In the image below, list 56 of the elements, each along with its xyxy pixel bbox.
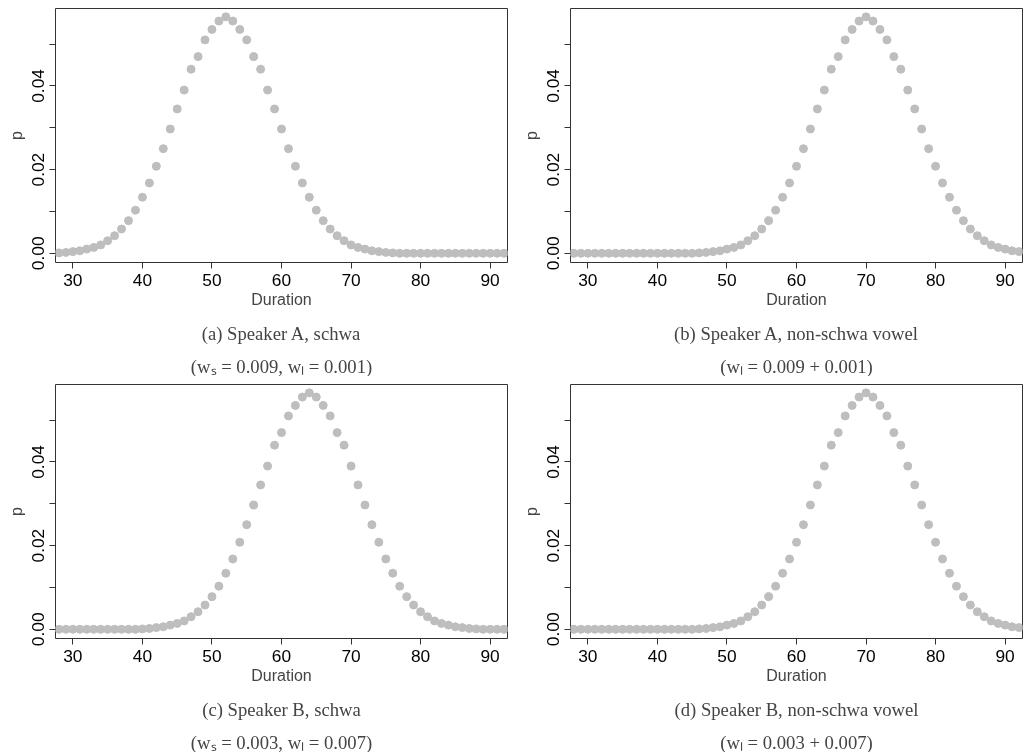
y-tick-label: 0.02 [28,152,49,187]
y-tick-label: 0.04 [28,68,49,103]
y-tick-label: 0.00 [28,236,49,271]
x-axis-title: Duration [766,666,827,684]
text: (wₛ = 0.003, wₗ = 0.007) [190,731,373,752]
x-tick-label: 60 [786,645,807,666]
x-tick-label: 30 [63,645,83,666]
x-tick-label: 30 [63,269,83,290]
x-tick-label: 40 [647,645,668,666]
x-axis-title: Duration [251,290,312,308]
x-tick-label: 70 [856,269,876,290]
y-tick-label: 0.00 [543,612,564,647]
x-tick-label: 70 [341,269,361,290]
x-tick-label: 90 [480,269,500,290]
x-tick-label: 30 [578,645,598,666]
y-tick-label: 0.04 [543,68,564,103]
text: (a) Speaker A, schwa [201,322,361,345]
x-axis-title: Duration [766,290,827,308]
y-axis-title: p [522,130,540,140]
text: (c) Speaker B, schwa [202,698,362,721]
x-axis-title: Duration [251,666,312,684]
x-tick-label: 40 [132,645,153,666]
x-tick-label: 80 [925,645,946,666]
text: (wₗ = 0.003 + 0.007) [720,731,873,752]
y-tick-label: 0.02 [543,528,564,563]
y-tick-label: 0.00 [543,236,564,271]
x-tick-label: 90 [995,645,1015,666]
y-tick-label: 0.04 [543,444,564,479]
x-tick-label: 80 [410,269,431,290]
x-tick-label: 60 [786,269,807,290]
text: (b) Speaker A, non-schwa vowel [673,322,919,345]
text: (wₛ = 0.009, wₗ = 0.001) [190,355,373,378]
text: (d) Speaker B, non-schwa vowel [674,698,919,721]
y-axis-title: p [522,506,540,516]
text: (wₗ = 0.009 + 0.001) [720,355,873,378]
y-tick-label: 0.02 [543,152,564,187]
x-tick-label: 80 [925,269,946,290]
y-tick-label: 0.02 [28,528,49,563]
x-tick-label: 60 [271,645,292,666]
x-tick-label: 70 [341,645,361,666]
y-axis-title: p [7,506,25,516]
x-tick-label: 30 [578,269,598,290]
y-axis-title: p [7,130,25,140]
x-tick-label: 50 [202,645,222,666]
x-tick-label: 50 [202,269,222,290]
x-tick-label: 40 [647,269,668,290]
y-tick-label: 0.04 [28,444,49,479]
y-tick-label: 0.00 [28,612,49,647]
x-tick-label: 40 [132,269,153,290]
x-tick-label: 80 [410,645,431,666]
x-tick-label: 50 [717,645,737,666]
x-tick-label: 60 [271,269,292,290]
x-tick-label: 50 [717,269,737,290]
x-tick-label: 90 [480,645,500,666]
x-tick-label: 70 [856,645,876,666]
x-tick-label: 90 [995,269,1015,290]
